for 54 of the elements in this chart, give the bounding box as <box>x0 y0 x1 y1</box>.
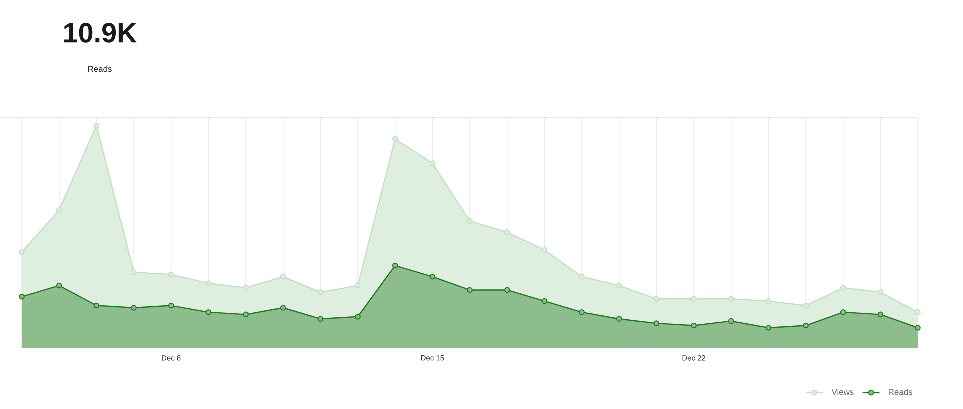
point <box>206 310 212 316</box>
point <box>131 270 137 276</box>
legend-label: Views <box>832 388 854 396</box>
point <box>840 310 846 316</box>
point <box>803 302 809 309</box>
point <box>243 285 249 291</box>
point <box>616 282 622 289</box>
point <box>840 285 846 291</box>
point <box>392 262 398 269</box>
point <box>131 305 137 311</box>
point <box>206 280 212 286</box>
point <box>168 272 174 278</box>
point <box>94 302 100 309</box>
point <box>504 287 510 294</box>
point <box>19 250 25 256</box>
point <box>654 320 660 326</box>
point <box>355 282 361 289</box>
point <box>318 290 324 296</box>
point <box>56 282 62 289</box>
legend-label: Reads <box>889 388 913 396</box>
point <box>691 322 697 329</box>
point <box>430 160 436 166</box>
point <box>579 274 585 280</box>
point <box>243 312 249 318</box>
point <box>467 287 473 294</box>
point <box>168 302 174 309</box>
point <box>94 122 100 129</box>
point <box>542 247 548 254</box>
point <box>616 316 622 322</box>
point <box>691 296 697 302</box>
point <box>355 314 361 320</box>
point <box>579 310 585 316</box>
chart-subtitle: Reads <box>88 66 112 72</box>
point <box>504 230 510 236</box>
point <box>430 274 436 280</box>
point <box>915 325 921 331</box>
point <box>318 316 324 322</box>
point <box>728 296 734 302</box>
point <box>766 325 772 331</box>
chart-title: 10.9K <box>64 23 137 43</box>
point <box>878 312 884 318</box>
point <box>19 294 25 300</box>
point <box>280 305 286 311</box>
point <box>542 298 548 304</box>
point <box>766 298 772 304</box>
point <box>915 310 921 316</box>
point <box>467 218 473 224</box>
point <box>280 274 286 280</box>
point <box>654 296 660 302</box>
point <box>803 322 809 329</box>
point <box>56 207 62 214</box>
point <box>392 136 398 142</box>
point <box>728 318 734 324</box>
point <box>878 290 884 296</box>
